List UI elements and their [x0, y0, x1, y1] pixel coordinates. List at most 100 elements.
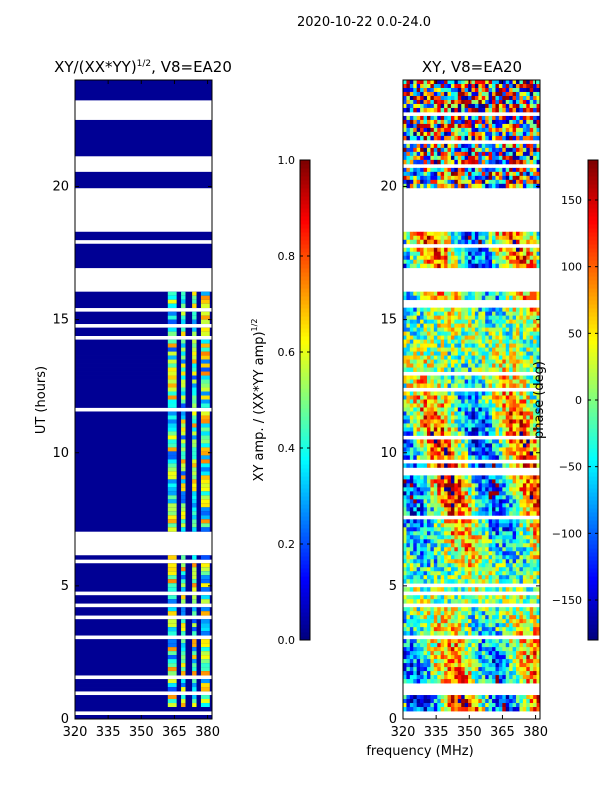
phase-cell: [498, 143, 503, 149]
amp-row: [75, 255, 212, 261]
phase-cell: [444, 95, 448, 101]
phase-cell: [533, 615, 537, 620]
phase-cell: [413, 627, 417, 632]
phase-cell: [498, 507, 503, 512]
phase-cell: [488, 483, 493, 488]
phase-cell: [457, 475, 462, 480]
phase-cell: [512, 419, 517, 424]
phase-cell: [433, 255, 438, 261]
phase-cell: [516, 167, 520, 173]
phase-cell: [468, 483, 472, 488]
amp-colorbar-segment: [300, 396, 310, 401]
phase-cell: [492, 479, 496, 484]
amp-colorbar-segment: [300, 512, 310, 517]
phase-cell: [492, 263, 496, 269]
phase-cell: [447, 443, 452, 448]
phase-cell: [450, 255, 455, 261]
phase-cell: [529, 479, 534, 484]
phase-cell: [488, 331, 493, 336]
amp-cell: [181, 383, 186, 388]
phase-cell: [461, 119, 465, 125]
phase-cell: [485, 615, 489, 620]
phase-cell: [437, 167, 441, 173]
phase-cell: [409, 495, 414, 500]
phase-cell: [522, 511, 527, 516]
phase-cell: [457, 451, 462, 456]
phase-cell: [509, 531, 513, 536]
phase-cell: [498, 491, 503, 496]
phase-cell: [529, 291, 534, 297]
phase-cell: [447, 319, 452, 325]
phase-cell: [519, 611, 524, 616]
phase-cell: [440, 523, 445, 528]
phase-cell: [430, 483, 435, 488]
phase-cell: [468, 343, 472, 348]
phase-cell: [478, 259, 483, 265]
phase-cell: [492, 439, 496, 444]
phase-cell: [468, 487, 472, 492]
amp-cell: [181, 639, 186, 644]
phase-cell: [444, 115, 448, 121]
phase-cell: [495, 95, 500, 101]
phase-cell: [529, 155, 534, 161]
phase-cell: [444, 311, 448, 317]
phase-cell: [406, 315, 411, 321]
amp-cell: [167, 303, 177, 309]
phase-cell: [474, 115, 479, 121]
phase-cell: [519, 251, 524, 257]
amp-colorbar-segment: [300, 524, 310, 529]
phase-cell: [423, 375, 428, 380]
phase-cell: [454, 487, 459, 492]
phase-cell: [488, 539, 493, 544]
phase-cell: [495, 375, 500, 380]
phase-cell: [516, 407, 520, 412]
phase-cell: [471, 551, 476, 556]
amp-cell: [192, 623, 197, 628]
amp-row: [75, 683, 212, 688]
phase-cell: [437, 339, 441, 344]
phase-cell: [481, 323, 486, 329]
phase-cell: [420, 319, 424, 325]
phase-cell: [423, 91, 428, 97]
phase-cell: [420, 551, 424, 556]
phase-cell: [468, 455, 472, 460]
phase-cell: [533, 551, 537, 556]
phase-cell: [444, 127, 448, 133]
phase-cell: [430, 419, 435, 424]
phase-cell: [423, 639, 428, 644]
phase-cell: [485, 415, 489, 420]
phase-cell: [413, 131, 417, 137]
phase-cell: [516, 499, 520, 504]
phase-cell: [403, 423, 407, 428]
phase-cell: [413, 183, 417, 189]
phase-cell: [512, 247, 517, 253]
phase-cell: [461, 319, 465, 325]
phase-cell: [454, 115, 459, 121]
phase-cell: [420, 559, 424, 564]
phase-cell: [529, 83, 534, 89]
phase-cell: [526, 295, 531, 301]
phase-cell: [430, 599, 435, 604]
phase-cell: [505, 319, 510, 325]
phase-cell: [495, 107, 500, 113]
phase-cell: [447, 555, 452, 560]
phase-cell: [409, 251, 414, 257]
phase-cell: [509, 247, 513, 253]
phase-cell: [509, 503, 513, 508]
amp-xtick-label: 380: [195, 725, 220, 740]
phase-cell: [474, 547, 479, 552]
phase-cell: [420, 147, 424, 153]
amp-row: [75, 251, 212, 257]
phase-cell: [454, 507, 459, 512]
phase-cell: [403, 643, 407, 648]
phase-cell: [495, 167, 500, 173]
phase-cell: [481, 107, 486, 113]
phase-cell: [468, 171, 472, 177]
phase-cell: [492, 559, 496, 564]
phase-cell: [522, 495, 527, 500]
phase-cell: [440, 331, 445, 336]
phase-cell: [413, 351, 417, 356]
phase-cell: [529, 87, 534, 93]
phase-cell: [526, 263, 531, 269]
phase-cell: [498, 379, 503, 384]
